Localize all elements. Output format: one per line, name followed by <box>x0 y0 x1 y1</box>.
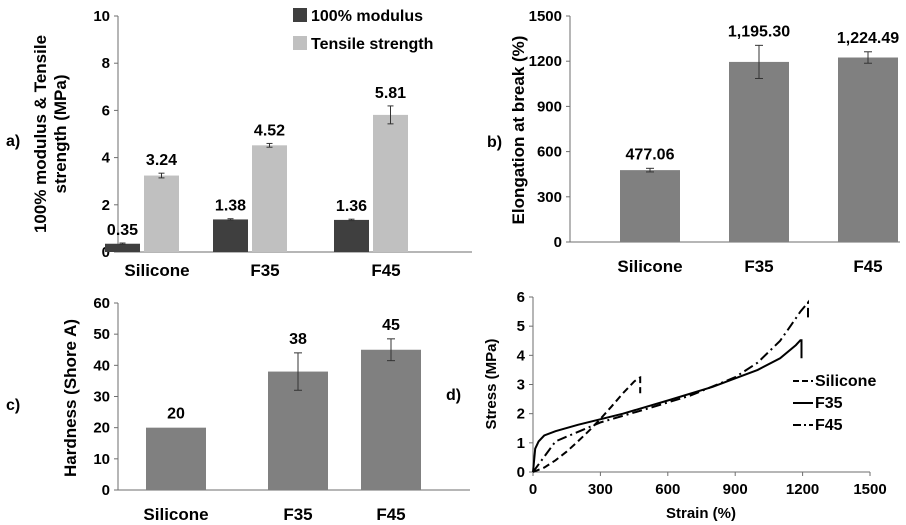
y-tick-label: 0 <box>554 234 562 251</box>
legend: Silicone F35 F45 <box>793 373 876 434</box>
y-tick-label: 3 <box>517 377 525 394</box>
series-line-Silicone <box>532 376 642 473</box>
y-tick-label: 2 <box>517 406 525 423</box>
y-tick-label: 6 <box>102 102 110 119</box>
y-tick-label: 1500 <box>529 8 562 25</box>
x-tick-label: F35 <box>250 261 279 280</box>
bar-F35 <box>729 61 789 242</box>
data-label: 0.35 <box>107 222 138 239</box>
bar-tensile-F35 <box>252 145 287 252</box>
legend-label: 100% modulus <box>311 8 423 25</box>
y-tick-label: 6 <box>517 289 525 306</box>
y-axis-title-line: strength (MPa) <box>51 75 70 194</box>
series-line-F35 <box>532 339 803 473</box>
y-tick-label: 10 <box>93 451 110 468</box>
y-tick-label: 600 <box>537 144 562 161</box>
x-tick-label: 600 <box>655 481 680 498</box>
y-tick-label: 300 <box>537 189 562 206</box>
bar-Silicone <box>146 427 206 490</box>
y-tick-label: 4 <box>517 347 526 364</box>
legend: 100% modulus Tensile strength <box>293 8 433 53</box>
bar-tensile-Silicone <box>144 175 179 252</box>
y-tick-label: 20 <box>93 420 110 437</box>
panel-label: b) <box>487 134 502 151</box>
legend-label: Silicone <box>815 373 876 390</box>
y-tick-label: 5 <box>517 318 525 335</box>
bar-F45 <box>838 57 898 242</box>
x-tick-label: Silicone <box>143 505 208 524</box>
legend-label: Tensile strength <box>311 36 433 53</box>
y-tick-label: 40 <box>93 357 110 374</box>
x-tick-label: F35 <box>283 505 312 524</box>
legend-label: F35 <box>815 395 843 412</box>
y-axis-title: 100% modulus & Tensilestrength (MPa) <box>31 35 70 233</box>
panel-label: c) <box>6 397 20 414</box>
data-label: 20 <box>167 406 185 423</box>
bar-modulus-F45 <box>334 219 369 252</box>
y-axis-title: Elongation at break (%) <box>509 36 528 225</box>
x-axis-title: Strain (%) <box>666 505 736 522</box>
bar-modulus-F35 <box>213 219 248 252</box>
x-tick-label: 300 <box>588 481 613 498</box>
data-label: 38 <box>289 331 307 348</box>
data-label: 3.24 <box>146 152 177 169</box>
y-axis-title-line: 100% modulus & Tensile <box>31 35 50 233</box>
y-tick-label: 1200 <box>529 53 562 70</box>
y-axis-title: Stress (MPa) <box>483 339 500 430</box>
x-tick-label: 900 <box>723 481 748 498</box>
x-tick-label: 1200 <box>786 481 819 498</box>
chart-c: 0 10 20 30 40 50 60 20 Silicone 38 F35 45 F45 Hardnes… <box>6 295 470 524</box>
data-label: 477.06 <box>626 146 675 163</box>
x-tick-label: Silicone <box>124 261 189 280</box>
data-label: 1,224.49 <box>837 30 899 47</box>
y-tick-label: 60 <box>93 295 110 312</box>
bar-Silicone <box>620 170 680 242</box>
bar-F45 <box>361 349 421 490</box>
x-tick-label: F35 <box>744 257 773 276</box>
y-tick-label: 10 <box>93 8 110 25</box>
x-tick-label: F45 <box>371 261 400 280</box>
bar-F35 <box>268 371 328 490</box>
y-tick-label: 4 <box>102 150 111 167</box>
bar-modulus-Silicone <box>105 243 140 252</box>
x-tick-label: 1500 <box>853 481 886 498</box>
x-tick-label: Silicone <box>617 257 682 276</box>
y-tick-label: 0 <box>517 464 525 481</box>
legend-swatch <box>293 8 307 22</box>
legend-swatch <box>293 36 307 50</box>
y-tick-label: 900 <box>537 98 562 115</box>
series-line-F45 <box>532 299 809 473</box>
chart-a: 0 2 4 6 8 10 0.35 1.38 1.36 3.24 4.52 5.81 Silicone F… <box>6 8 472 280</box>
y-tick-label: 50 <box>93 326 110 343</box>
panel-label: a) <box>6 133 20 150</box>
legend-label: F45 <box>815 417 843 434</box>
y-tick-label: 0 <box>102 482 110 499</box>
y-tick-label: 0 <box>102 244 110 261</box>
bar-tensile-F45 <box>373 114 408 252</box>
data-label: 1.36 <box>336 198 367 215</box>
y-axis-title: Hardness (Shore A) <box>61 319 80 477</box>
x-tick-label: F45 <box>376 505 405 524</box>
y-tick-label: 1 <box>517 435 525 452</box>
y-tick-label: 8 <box>102 55 110 72</box>
data-label: 45 <box>382 317 400 334</box>
chart-b: 0 300 600 900 1200 1500 477.06 Silicone 1,195.30… <box>487 8 900 276</box>
data-label: 5.81 <box>375 85 406 102</box>
data-label: 1,195.30 <box>728 23 790 40</box>
y-tick-label: 30 <box>93 389 110 406</box>
data-label: 4.52 <box>254 122 285 139</box>
y-tick-label: 2 <box>102 197 110 214</box>
x-tick-label: 0 <box>529 481 537 498</box>
x-tick-label: F45 <box>853 257 882 276</box>
panel-label: d) <box>446 387 461 404</box>
data-label: 1.38 <box>215 198 246 215</box>
